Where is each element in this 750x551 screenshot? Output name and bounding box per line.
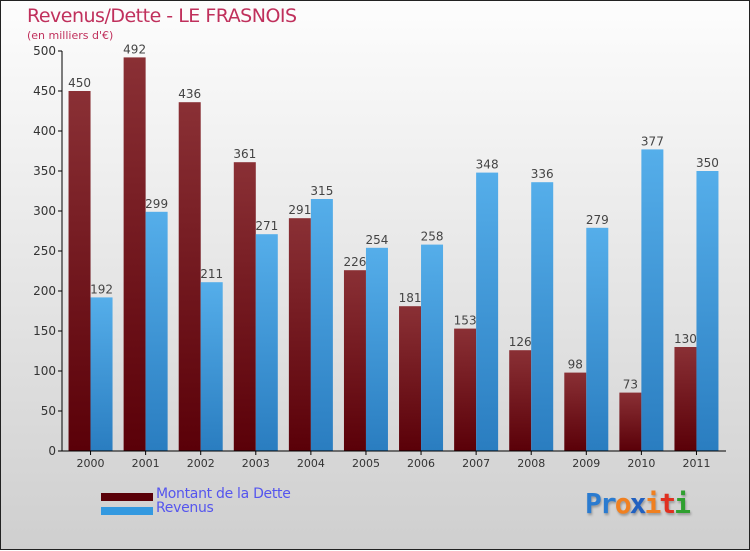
logo-letter: t [659,487,676,520]
logo-letter: P [585,487,602,520]
bar-revenus-2010 [641,149,664,451]
data-label: 436 [178,87,201,101]
x-tick-label: 2011 [682,457,710,470]
data-label: 73 [623,378,638,392]
data-label: 153 [454,314,477,328]
bar-revenus-2006 [421,244,444,451]
data-label: 315 [310,184,333,198]
data-label: 350 [696,156,719,170]
y-tick-label: 300 [33,204,56,218]
data-label: 181 [399,291,422,305]
y-tick-label: 100 [33,364,56,378]
x-tick-label: 2006 [407,457,435,470]
bar-debt-2011 [674,347,697,451]
data-label: 492 [123,42,146,56]
bar-debt-2002 [178,102,201,451]
logo-letter: o [614,487,632,520]
bar-debt-2000 [68,91,91,451]
x-tick-label: 2004 [297,457,325,470]
data-label: 361 [233,147,256,161]
x-tick-label: 2005 [352,457,380,470]
bar-revenus-2000 [90,297,113,451]
bar-revenus-2003 [255,234,278,451]
logo-letter: x [629,487,647,520]
data-label: 377 [641,134,664,148]
chart-subtitle: (en milliers d'€) [27,29,114,42]
bar-revenus-2005 [365,247,388,451]
x-tick-label: 2007 [462,457,490,470]
data-label: 291 [288,203,311,217]
logo-letter: r [599,487,617,520]
legend-label-debt: Montant de la Dette [156,486,291,502]
x-tick-label: 2001 [132,457,160,470]
bar-debt-2007 [454,328,477,451]
data-label: 130 [674,332,697,346]
bar-debt-2006 [399,306,422,451]
y-tick-label: 150 [33,324,56,338]
data-label: 126 [509,335,532,349]
legend-swatch-debt [101,493,153,501]
bar-revenus-2011 [696,171,719,451]
data-label: 211 [200,267,223,281]
chart-title: Revenus/Dette - LE FRASNOIS [27,5,297,27]
bar-revenus-2002 [200,282,223,451]
y-tick-label: 250 [33,244,56,258]
x-tick-label: 2008 [517,457,545,470]
data-label: 279 [586,213,609,227]
y-tick-label: 350 [33,164,56,178]
y-tick-label: 0 [48,444,56,458]
data-label: 299 [145,197,168,211]
data-label: 98 [568,358,583,372]
bar-debt-2005 [343,270,366,451]
bar-revenus-2008 [531,182,554,451]
data-label: 254 [366,233,389,247]
x-tick-label: 2010 [627,457,655,470]
data-label: 348 [476,158,499,172]
proxiti-logo: Proxiti [585,487,691,520]
data-label: 192 [90,282,113,296]
x-tick-label: 2002 [187,457,215,470]
logo-letter: i [644,487,661,520]
bar-debt-2009 [564,372,587,451]
legend-label-revenus: Revenus [156,500,214,516]
y-tick-label: 50 [41,404,56,418]
y-tick-label: 450 [33,84,56,98]
bar-revenus-2001 [145,211,168,451]
data-label: 226 [344,255,367,269]
legend-swatch-revenus [101,507,153,515]
y-tick-label: 200 [33,284,56,298]
bar-revenus-2004 [310,199,333,451]
data-label: 258 [421,230,444,244]
bar-debt-2003 [233,162,256,451]
logo-letter: i [674,487,691,520]
data-label: 336 [531,167,554,181]
bar-debt-2008 [509,350,532,451]
y-tick-label: 500 [33,44,56,58]
bar-revenus-2009 [586,227,609,451]
x-tick-label: 2003 [242,457,270,470]
bar-debt-2001 [123,57,146,452]
data-label: 450 [68,76,91,90]
bar-revenus-2007 [476,172,499,451]
y-tick-label: 400 [33,124,56,138]
x-tick-label: 2000 [77,457,105,470]
bar-debt-2004 [288,218,311,451]
data-label: 271 [255,219,278,233]
bar-debt-2010 [619,392,642,451]
x-tick-label: 2009 [572,457,600,470]
